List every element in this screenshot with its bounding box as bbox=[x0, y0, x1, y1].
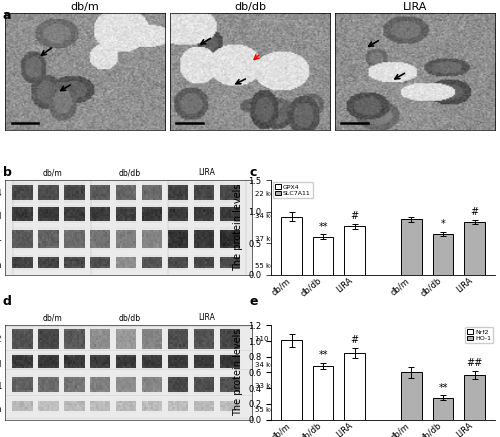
Text: 37 kd: 37 kd bbox=[255, 236, 275, 242]
Bar bbox=[433, 234, 454, 274]
Text: db/m: db/m bbox=[42, 313, 62, 322]
Text: GAPDH: GAPDH bbox=[0, 361, 2, 369]
Legend: GPX4, SLC7A11: GPX4, SLC7A11 bbox=[273, 182, 312, 198]
Y-axis label: The protein levels: The protein levels bbox=[232, 329, 242, 416]
Text: 55 kd: 55 kd bbox=[255, 407, 274, 413]
Legend: Nrf2, HO-1: Nrf2, HO-1 bbox=[465, 327, 493, 343]
Bar bbox=[313, 237, 334, 274]
Text: e: e bbox=[250, 295, 258, 308]
Text: db/db: db/db bbox=[118, 313, 141, 322]
Text: HO-1: HO-1 bbox=[0, 382, 2, 391]
Text: db/m: db/m bbox=[42, 168, 62, 177]
Text: SLC7A11: SLC7A11 bbox=[0, 234, 2, 243]
Text: #: # bbox=[350, 211, 359, 221]
Bar bbox=[401, 372, 421, 420]
Text: **: ** bbox=[318, 222, 328, 232]
Text: a: a bbox=[2, 9, 11, 22]
Text: 110 kd: 110 kd bbox=[255, 336, 280, 342]
Title: db/m: db/m bbox=[70, 2, 100, 12]
Bar bbox=[401, 219, 421, 274]
Text: Nrf2: Nrf2 bbox=[0, 335, 2, 344]
Text: 33 kd: 33 kd bbox=[255, 383, 275, 389]
Text: 22 kd: 22 kd bbox=[255, 191, 274, 197]
Text: db/db: db/db bbox=[118, 168, 141, 177]
Text: LIRA: LIRA bbox=[198, 313, 216, 322]
Text: **: ** bbox=[438, 383, 448, 393]
Text: 34 kd: 34 kd bbox=[255, 362, 274, 368]
Text: *: * bbox=[440, 218, 446, 229]
Text: Tubulin: Tubulin bbox=[0, 406, 2, 414]
Bar bbox=[433, 398, 454, 420]
Text: ##: ## bbox=[466, 358, 482, 368]
Title: db/db: db/db bbox=[234, 2, 266, 12]
Text: #: # bbox=[470, 208, 478, 218]
Text: GAPDH: GAPDH bbox=[0, 212, 2, 221]
Bar bbox=[344, 353, 365, 420]
Bar bbox=[282, 340, 302, 420]
Text: **: ** bbox=[318, 350, 328, 360]
Bar bbox=[464, 222, 485, 274]
Text: 34 kd: 34 kd bbox=[255, 213, 274, 219]
Bar bbox=[282, 217, 302, 274]
Bar bbox=[464, 375, 485, 420]
Title: LIRA: LIRA bbox=[402, 2, 427, 12]
Text: d: d bbox=[2, 295, 12, 308]
Y-axis label: The protein levels: The protein levels bbox=[233, 184, 243, 271]
Text: 55 kd: 55 kd bbox=[255, 263, 274, 269]
Text: c: c bbox=[250, 166, 258, 179]
Bar bbox=[313, 366, 334, 420]
Text: #: # bbox=[350, 335, 359, 345]
Text: Tubulin: Tubulin bbox=[0, 261, 2, 270]
Bar bbox=[344, 226, 365, 274]
Text: LIRA: LIRA bbox=[198, 168, 216, 177]
Text: GPX4: GPX4 bbox=[0, 189, 2, 198]
Text: b: b bbox=[2, 166, 12, 179]
